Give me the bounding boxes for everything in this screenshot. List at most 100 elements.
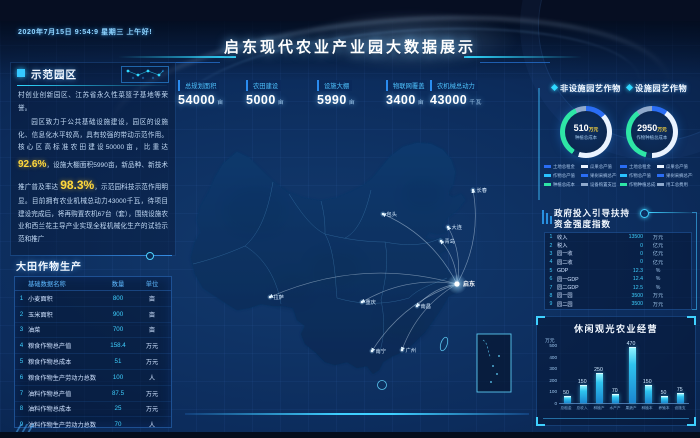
stat-value: 54000 亩 [178, 93, 224, 107]
table-row: 8 油料作物总成本 25 万元 [15, 402, 171, 418]
cell-unit: 万元 [145, 343, 159, 351]
hub-marker-启东[interactable]: 启东 [447, 274, 475, 294]
paragraph: 村创业创新园区、江苏省永久性菜篮子基地等荣誉。 [18, 92, 168, 112]
china-map: 长春包头大连青岛拉萨重庆南昌南宁 广州 启东 [185, 138, 525, 418]
city-marker-包头[interactable]: 包头 [380, 210, 397, 218]
bar[interactable] [563, 396, 571, 403]
cell-value: 3500 [631, 301, 643, 308]
title-subline-right [480, 62, 550, 63]
stat-card-iot-coverage: 物联网覆盖 3400 亩 [386, 80, 450, 116]
legend-item[interactable]: 土地总租金 [544, 162, 581, 171]
city-marker-南昌[interactable]: 南昌 [414, 302, 431, 310]
corner-bracket [536, 417, 545, 426]
city-marker-青岛[interactable]: 青岛 [438, 237, 455, 245]
legend-swatch [581, 165, 588, 168]
bar-category: 设施支 [674, 405, 686, 410]
cell-unit: 亿元 [652, 259, 664, 266]
section-bracket-left [538, 88, 543, 200]
cell-unit: 人 [148, 422, 156, 430]
stat-unit: 千瓦 [469, 100, 482, 106]
table-row: 5 GDP 12.3% [545, 267, 691, 275]
city-marker-广州[interactable]: 广州 [399, 346, 416, 354]
legend-item[interactable]: 果树采摘总产值 [581, 171, 618, 180]
flight-route [456, 188, 476, 285]
stat-card-machinery-power: 农机械总动力 43000 千瓦 [430, 80, 510, 116]
corner-bracket [536, 316, 545, 325]
section-title-text: 设施园艺作物 [635, 84, 688, 93]
paragraph: 园区致力于公共基础设施建设，园区的设施化、信息化水平较高，具有较强的带动示范作用… [18, 117, 168, 246]
legend-swatch [620, 183, 627, 186]
bar-value: 150 [577, 378, 587, 385]
page-title: 启东现代农业产业园大数据展示 [223, 39, 476, 56]
bar[interactable] [579, 384, 587, 403]
city-marker-拉萨[interactable]: 拉萨 [267, 293, 284, 301]
bar[interactable] [644, 384, 652, 403]
donut-chart-non-facility[interactable]: 510万元 种植总成本 [560, 106, 612, 158]
cell-value: 12.3 [632, 267, 643, 274]
legend-label: 瓜果总产值 [590, 163, 612, 169]
bar-value: 50 [563, 390, 569, 397]
bar[interactable] [612, 393, 620, 403]
city-marker-南宁[interactable]: 南宁 [369, 347, 386, 355]
legend-item[interactable]: 作物种植总成本 [620, 180, 657, 189]
legend-label: 土地总租金 [629, 163, 651, 169]
legend-label: 果树采摘总产值 [666, 172, 693, 178]
donut-hole: 2950万元 作物种植总成本 [631, 111, 673, 153]
bar[interactable] [596, 373, 604, 403]
cell-value: 100 [112, 373, 124, 381]
y-tick-label: 100 [549, 389, 557, 395]
legend-swatch [657, 174, 664, 177]
cell-unit: 亩 [148, 311, 156, 319]
svg-text:南宁: 南宁 [376, 347, 386, 355]
cell-index: 7 [19, 389, 24, 397]
legend-swatch [544, 174, 551, 177]
cell-index: 2 [549, 242, 553, 249]
leisure-title: 休闲观光农业经营 [573, 324, 658, 334]
legend-item[interactable]: 作物总产值 [620, 171, 657, 180]
table-row: 1 收入 13500 万元 [545, 233, 691, 241]
section-title-non-facility: 非设施园艺作物 [550, 82, 621, 94]
demo-zone-text: 村创业创新园区、江苏省永久性菜篮子基地等荣誉。 园区致力于公共基础设施建设，园区… [18, 90, 168, 248]
city-marker-重庆[interactable]: 重庆 [359, 298, 376, 306]
svg-text:启东: 启东 [463, 280, 475, 288]
cell-unit: 万元 [145, 359, 159, 367]
table-row: 5 粮食作物总成本 51 万元 [15, 354, 171, 370]
bar[interactable] [661, 396, 669, 403]
legend-swatch [544, 183, 551, 186]
cell-index: 3 [549, 250, 553, 257]
legend-item[interactable]: 土地总租金 [620, 162, 657, 171]
panel-underline [543, 418, 689, 419]
donut-chart-facility[interactable]: 2950万元 作物种植总成本 [626, 106, 678, 158]
legend-item[interactable]: 用工总费用 [657, 180, 694, 189]
cell-name: 油料作物总成本 [28, 406, 72, 414]
stat-label: 总规划面积 [178, 80, 220, 91]
legend-item[interactable]: 瓜果总产值 [657, 162, 694, 171]
datetime-text: 2020年7月15日 9:54:9 星期三 上午好! [18, 29, 153, 36]
bar[interactable] [628, 347, 636, 403]
bar[interactable] [677, 393, 685, 403]
highlight-percent: 92.6% [18, 158, 47, 170]
city-marker-大连[interactable]: 大连 [445, 223, 463, 231]
legend-item[interactable]: 设备购置支出 [581, 180, 618, 189]
taiwan-island [439, 336, 449, 352]
corner-bracket [687, 316, 696, 325]
legend-swatch [581, 183, 588, 186]
donut-unit: 万元 [657, 128, 667, 133]
legend-item[interactable]: 果树采摘总产值 [657, 171, 694, 180]
cell-name: 园二园 [557, 301, 573, 308]
cell-unit: 万元 [145, 406, 159, 414]
legend-item[interactable]: 瓜果总产值 [581, 162, 618, 171]
table-row: 9 园二园 3500 万元 [545, 300, 691, 308]
cell-value: 158.4 [110, 342, 126, 350]
section-title-facility: 设施园艺作物 [625, 82, 688, 94]
panel-leisure-agriculture: 休闲观光农业经营 万元 0 100 200 300 400 500 50 总租金 150 总收入 2… [536, 316, 696, 426]
legend-swatch [657, 183, 664, 186]
legend-item[interactable]: 种植总成本 [544, 180, 581, 189]
cell-unit: % [655, 267, 661, 274]
cell-value: 87.5 [111, 389, 125, 397]
legend-item[interactable]: 作物总产值 [544, 171, 581, 180]
stat-unit: 亩 [277, 100, 285, 106]
city-marker-长春[interactable]: 长春 [470, 186, 487, 194]
